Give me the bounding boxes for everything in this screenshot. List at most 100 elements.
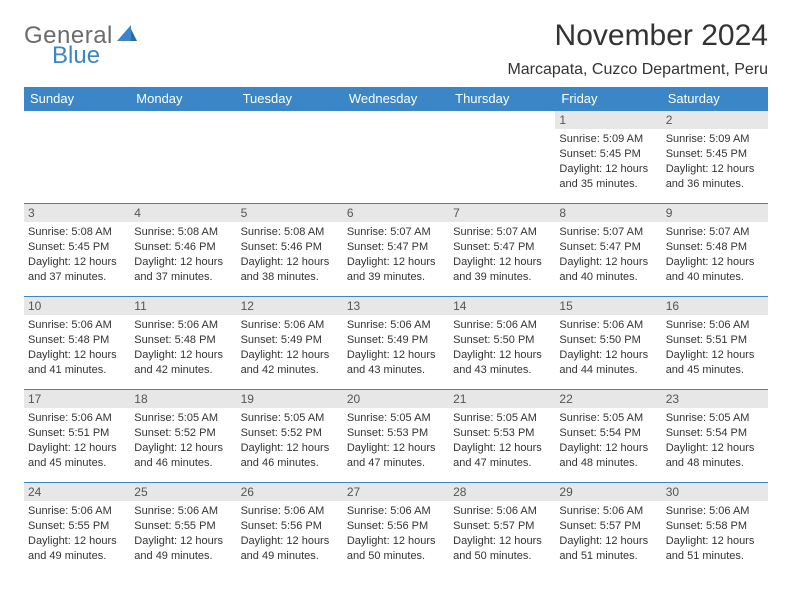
day-number: 7 [449, 204, 555, 222]
cell-sunset: Sunset: 5:55 PM [134, 519, 232, 534]
calendar-head: SundayMondayTuesdayWednesdayThursdayFrid… [24, 87, 768, 111]
calendar-cell: 3Sunrise: 5:08 AMSunset: 5:45 PMDaylight… [24, 204, 130, 297]
cell-sunset: Sunset: 5:56 PM [347, 519, 445, 534]
cell-day2: and 37 minutes. [134, 270, 232, 285]
cell-sunrise: Sunrise: 5:07 AM [347, 225, 445, 240]
cell-sunset: Sunset: 5:45 PM [559, 147, 657, 162]
day-number: 17 [24, 390, 130, 408]
cell-sunrise: Sunrise: 5:06 AM [559, 504, 657, 519]
cell-day1: Daylight: 12 hours [666, 441, 764, 456]
cell-sunrise: Sunrise: 5:06 AM [28, 504, 126, 519]
weekday-row: SundayMondayTuesdayWednesdayThursdayFrid… [24, 87, 768, 111]
cell-day2: and 40 minutes. [666, 270, 764, 285]
cell-day2: and 42 minutes. [134, 363, 232, 378]
cell-day2: and 50 minutes. [347, 549, 445, 564]
cell-day1: Daylight: 12 hours [559, 348, 657, 363]
cell-sunrise: Sunrise: 5:06 AM [453, 318, 551, 333]
cell-sunrise: Sunrise: 5:06 AM [559, 318, 657, 333]
calendar-cell: 17Sunrise: 5:06 AMSunset: 5:51 PMDayligh… [24, 390, 130, 483]
cell-sunset: Sunset: 5:53 PM [347, 426, 445, 441]
brand-bottom: Blue [52, 44, 137, 68]
cell-sunrise: Sunrise: 5:07 AM [453, 225, 551, 240]
cell-day2: and 41 minutes. [28, 363, 126, 378]
cell-sunrise: Sunrise: 5:06 AM [347, 318, 445, 333]
calendar-cell: 11Sunrise: 5:06 AMSunset: 5:48 PMDayligh… [130, 297, 236, 390]
cell-sunset: Sunset: 5:45 PM [666, 147, 764, 162]
calendar-cell: 14Sunrise: 5:06 AMSunset: 5:50 PMDayligh… [449, 297, 555, 390]
day-number: 12 [237, 297, 343, 315]
cell-sunrise: Sunrise: 5:06 AM [134, 504, 232, 519]
cell-sunset: Sunset: 5:52 PM [134, 426, 232, 441]
cell-sunset: Sunset: 5:47 PM [453, 240, 551, 255]
cell-sunrise: Sunrise: 5:06 AM [28, 318, 126, 333]
weekday-header: Monday [130, 87, 236, 111]
calendar-cell: 22Sunrise: 5:05 AMSunset: 5:54 PMDayligh… [555, 390, 661, 483]
cell-day2: and 36 minutes. [666, 177, 764, 192]
cell-sunrise: Sunrise: 5:05 AM [134, 411, 232, 426]
cell-day2: and 46 minutes. [241, 456, 339, 471]
cell-sunset: Sunset: 5:47 PM [347, 240, 445, 255]
cell-day2: and 38 minutes. [241, 270, 339, 285]
cell-day2: and 39 minutes. [453, 270, 551, 285]
day-number: 18 [130, 390, 236, 408]
cell-day1: Daylight: 12 hours [559, 441, 657, 456]
calendar-cell: 13Sunrise: 5:06 AMSunset: 5:49 PMDayligh… [343, 297, 449, 390]
cell-day2: and 43 minutes. [347, 363, 445, 378]
cell-day1: Daylight: 12 hours [453, 441, 551, 456]
cell-day1: Daylight: 12 hours [559, 255, 657, 270]
calendar-cell: 10Sunrise: 5:06 AMSunset: 5:48 PMDayligh… [24, 297, 130, 390]
cell-sunrise: Sunrise: 5:05 AM [453, 411, 551, 426]
cell-day2: and 48 minutes. [666, 456, 764, 471]
day-number: 24 [24, 483, 130, 501]
cell-day1: Daylight: 12 hours [666, 162, 764, 177]
cell-sunrise: Sunrise: 5:08 AM [241, 225, 339, 240]
cell-sunrise: Sunrise: 5:05 AM [347, 411, 445, 426]
cell-day2: and 46 minutes. [134, 456, 232, 471]
cell-day2: and 47 minutes. [347, 456, 445, 471]
cell-day1: Daylight: 12 hours [453, 534, 551, 549]
cell-sunrise: Sunrise: 5:05 AM [241, 411, 339, 426]
calendar-cell: 19Sunrise: 5:05 AMSunset: 5:52 PMDayligh… [237, 390, 343, 483]
cell-day2: and 51 minutes. [666, 549, 764, 564]
cell-day1: Daylight: 12 hours [241, 534, 339, 549]
cell-sunset: Sunset: 5:46 PM [241, 240, 339, 255]
cell-sunset: Sunset: 5:57 PM [453, 519, 551, 534]
day-number: 6 [343, 204, 449, 222]
cell-sunset: Sunset: 5:54 PM [559, 426, 657, 441]
calendar-cell: 21Sunrise: 5:05 AMSunset: 5:53 PMDayligh… [449, 390, 555, 483]
cell-day1: Daylight: 12 hours [134, 348, 232, 363]
calendar-body: .....1Sunrise: 5:09 AMSunset: 5:45 PMDay… [24, 111, 768, 576]
cell-day1: Daylight: 12 hours [559, 534, 657, 549]
cell-sunset: Sunset: 5:47 PM [559, 240, 657, 255]
cell-day2: and 39 minutes. [347, 270, 445, 285]
calendar-cell: 18Sunrise: 5:05 AMSunset: 5:52 PMDayligh… [130, 390, 236, 483]
day-number: 22 [555, 390, 661, 408]
day-number: 23 [662, 390, 768, 408]
cell-sunset: Sunset: 5:55 PM [28, 519, 126, 534]
cell-sunset: Sunset: 5:52 PM [241, 426, 339, 441]
calendar-table: SundayMondayTuesdayWednesdayThursdayFrid… [24, 87, 768, 575]
calendar-cell: 24 Sunrise: 5:06 AMSunset: 5:55 PMDayligh… [24, 483, 130, 576]
cell-day1: Daylight: 12 hours [28, 534, 126, 549]
weekday-header: Saturday [662, 87, 768, 111]
calendar-cell: 8Sunrise: 5:07 AMSunset: 5:47 PMDaylight… [555, 204, 661, 297]
calendar-cell: 27Sunrise: 5:06 AMSunset: 5:56 PMDayligh… [343, 483, 449, 576]
calendar-cell: 15Sunrise: 5:06 AMSunset: 5:50 PMDayligh… [555, 297, 661, 390]
calendar-cell: 25Sunrise: 5:06 AMSunset: 5:55 PMDayligh… [130, 483, 236, 576]
location: Marcapata, Cuzco Department, Peru [507, 60, 768, 79]
cell-sunrise: Sunrise: 5:06 AM [241, 504, 339, 519]
cell-sunrise: Sunrise: 5:05 AM [666, 411, 764, 426]
calendar-cell: 29Sunrise: 5:06 AMSunset: 5:57 PMDayligh… [555, 483, 661, 576]
day-number: 16 [662, 297, 768, 315]
cell-sunset: Sunset: 5:48 PM [666, 240, 764, 255]
cell-sunset: Sunset: 5:56 PM [241, 519, 339, 534]
weekday-header: Sunday [24, 87, 130, 111]
day-number: 9 [662, 204, 768, 222]
cell-sunset: Sunset: 5:46 PM [134, 240, 232, 255]
cell-day1: Daylight: 12 hours [666, 348, 764, 363]
cell-sunrise: Sunrise: 5:07 AM [559, 225, 657, 240]
cell-day1: Daylight: 12 hours [666, 534, 764, 549]
cell-day1: Daylight: 12 hours [28, 348, 126, 363]
cell-sunset: Sunset: 5:57 PM [559, 519, 657, 534]
cell-sunset: Sunset: 5:53 PM [453, 426, 551, 441]
